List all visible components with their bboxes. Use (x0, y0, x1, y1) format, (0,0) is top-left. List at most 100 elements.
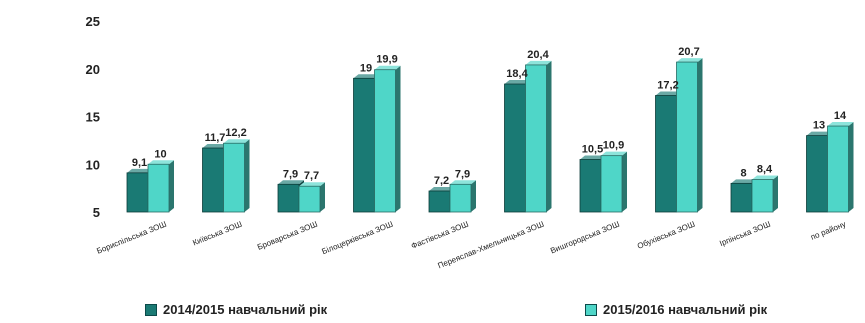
bar-front (277, 183, 300, 213)
bar-series-2-3 (374, 65, 401, 213)
bar-series-2-7 (676, 58, 703, 213)
bar-front (751, 179, 774, 213)
bar-front (655, 95, 677, 213)
legend-swatch-series-1 (145, 303, 157, 316)
bar-side (320, 182, 325, 212)
bar-top (655, 91, 682, 96)
bar-series-2-2 (298, 182, 325, 213)
bar-top (752, 175, 778, 180)
category-label: по району (809, 220, 847, 242)
category-label: Фастівська ЗОШ (410, 220, 470, 251)
data-label: 19 (360, 62, 372, 74)
bar-front (730, 182, 753, 213)
y-tick-label: 25 (86, 14, 100, 29)
bar-top (429, 186, 455, 191)
category-label: Обухівська ЗОШ (636, 220, 696, 251)
data-label: 20,7 (678, 46, 699, 58)
data-label: 10 (154, 148, 166, 160)
y-tick-label: 10 (86, 157, 100, 172)
y-tick-label: 15 (86, 110, 100, 125)
legend: 2014/2015 навчальний рік 2015/2016 навча… (0, 299, 865, 321)
bar-side (773, 175, 778, 212)
category-labels: Бориспільська ЗОШ Київська ЗОШ Броварська … (95, 220, 847, 271)
bar-front (827, 125, 849, 213)
bar-side (848, 122, 854, 212)
bar-side (395, 65, 401, 212)
bar-top (525, 60, 552, 65)
bar-side (169, 160, 174, 212)
bar-series-2-9 (827, 122, 854, 213)
bar-top (504, 80, 531, 85)
bar-top (278, 180, 304, 185)
bar-side (244, 139, 250, 212)
bar-side (622, 151, 627, 212)
bars (126, 58, 854, 213)
bar-top (374, 65, 401, 70)
bar-front (579, 159, 602, 213)
data-label: 19,9 (376, 54, 397, 66)
bar-top (353, 74, 380, 79)
category-label: Бориспільська ЗОШ (95, 220, 167, 256)
bar-series-2-5 (525, 60, 552, 213)
bar-side (697, 58, 703, 212)
data-label: 17,2 (657, 79, 678, 91)
y-axis: 5 10 15 20 25 (86, 14, 100, 220)
bar-front (374, 69, 396, 213)
category-label: Броварська ЗОШ (256, 220, 319, 252)
bar-series-2-6 (600, 151, 627, 213)
bar-top (299, 182, 325, 187)
data-label: 8,4 (757, 164, 773, 176)
bar-top (127, 168, 153, 173)
bar-top (827, 122, 854, 127)
data-label: 7,9 (283, 168, 298, 180)
category-label: Київська ЗОШ (191, 220, 243, 248)
legend-item-series-1: 2014/2015 навчальний рік (145, 302, 327, 317)
data-label: 13 (813, 120, 825, 132)
data-label: 20,4 (527, 49, 549, 61)
category-label: Вишгородська ЗОШ (549, 220, 621, 256)
y-tick-label: 20 (86, 62, 100, 77)
bar-top (806, 131, 833, 136)
bar-series-2-1 (223, 139, 250, 213)
data-label: 10,5 (582, 143, 603, 155)
bar-front (525, 64, 547, 213)
bar-front (126, 172, 149, 213)
bar-series-2-0 (147, 160, 174, 213)
bar-front (353, 77, 375, 213)
bar-side (471, 180, 476, 212)
bar-front (147, 163, 170, 213)
bar-top (223, 139, 250, 144)
data-label: 7,2 (434, 175, 449, 187)
y-tick-label: 5 (93, 205, 100, 220)
bar-side (546, 60, 552, 213)
bar-front (504, 83, 526, 213)
data-label: 10,9 (603, 140, 624, 152)
legend-swatch-series-2 (585, 303, 597, 316)
bar-top (731, 179, 757, 184)
bar-front (223, 142, 245, 213)
bar-series-2-8 (751, 175, 778, 213)
bar-series-2-4 (449, 180, 476, 213)
value-labels: 9,1 10 11,7 12,2 7,9 7,7 19 19,9 7,2 7,9 18,4 20,4 1… (132, 46, 847, 187)
data-label: 11,7 (205, 132, 226, 144)
category-label: Білоцерківська ЗОШ (321, 220, 395, 257)
bar-top (148, 160, 174, 165)
bar-top (601, 151, 627, 156)
bar-front (202, 147, 224, 213)
bar-top (450, 180, 476, 185)
bar-front (428, 190, 451, 213)
bar-front (449, 183, 472, 213)
bar-top (676, 58, 703, 63)
bar-front (676, 61, 698, 213)
data-label: 7,9 (455, 168, 470, 180)
legend-label-series-2: 2015/2016 навчальний рік (603, 302, 768, 317)
bar-front (806, 135, 828, 213)
legend-label-series-1: 2014/2015 навчальний рік (163, 302, 328, 317)
category-label: Ірпінська ЗОШ (718, 220, 771, 249)
bar-top (202, 144, 229, 149)
bar-front (298, 185, 321, 213)
data-label: 18,4 (506, 68, 528, 80)
data-label: 14 (834, 110, 847, 122)
legend-item-series-2: 2015/2016 навчальний рік (585, 302, 767, 317)
